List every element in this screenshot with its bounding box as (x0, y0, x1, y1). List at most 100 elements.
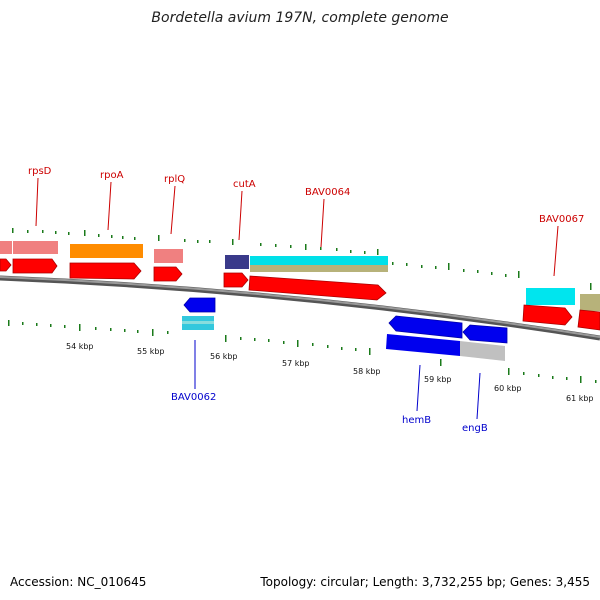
cds-arrow-rplQ[interactable] (153, 266, 183, 282)
cds-arrow-cutA[interactable] (223, 272, 249, 288)
tick-mark (435, 266, 437, 269)
tick-mark (27, 230, 29, 233)
cds-arrow-rpsD[interactable] (12, 258, 58, 274)
gene-label-engB[interactable]: engB (462, 423, 488, 434)
tick-mark (320, 247, 322, 250)
tick-mark (64, 325, 66, 328)
tick-mark (448, 263, 450, 270)
kbp-label: 59 kbp (424, 375, 452, 384)
cds-arrow-BAV0067[interactable] (522, 304, 573, 326)
gene-feature-BAV0064-olive[interactable] (250, 265, 388, 272)
gene-label-BAV0064[interactable]: BAV0064 (305, 187, 350, 198)
tick-mark (260, 243, 262, 246)
kbp-label: 55 kbp (137, 347, 165, 356)
kbp-label: 58 kbp (353, 367, 381, 376)
tick-mark (566, 377, 568, 380)
tick-mark (538, 374, 540, 377)
forward-tick-row (12, 228, 592, 290)
tick-mark (8, 320, 10, 326)
cds-arrow-BAV0064[interactable] (248, 275, 387, 301)
gene-label-BAV0062[interactable]: BAV0062 (171, 392, 216, 403)
gene-label-BAV0067[interactable]: BAV0067 (539, 214, 584, 225)
genome-backbone (0, 275, 600, 341)
tick-mark (240, 337, 242, 340)
leader-line-rpoA (107, 181, 112, 231)
tick-mark (232, 239, 234, 245)
tick-mark (350, 250, 352, 253)
tick-mark (98, 234, 100, 237)
forward-cds-arrows (0, 258, 600, 331)
tick-mark (440, 359, 442, 366)
gene-feature-engB[interactable] (460, 341, 505, 361)
tick-mark (36, 323, 38, 326)
cds-arrow-rpsD-partial[interactable] (0, 258, 12, 272)
tick-mark (312, 343, 314, 346)
kbp-label: 54 kbp (66, 342, 94, 351)
accession-text: Accession: NC_010645 (10, 575, 147, 589)
gene-feature-BAV0067[interactable] (526, 288, 575, 305)
tick-mark (369, 348, 371, 355)
gene-feature-hemB[interactable] (386, 334, 460, 356)
tick-mark (84, 230, 86, 236)
tick-mark (341, 347, 343, 350)
tick-mark (50, 324, 52, 327)
gene-label-rpsD[interactable]: rpsD (28, 166, 52, 177)
tick-mark (152, 329, 154, 336)
gene-label-hemB[interactable]: hemB (402, 415, 431, 426)
tick-mark (122, 236, 124, 239)
cds-arrow-engB[interactable] (462, 324, 508, 344)
kbp-label: 61 kbp (566, 394, 594, 403)
gene-label-cutA[interactable]: cutA (233, 179, 256, 190)
tick-mark (297, 340, 299, 347)
tick-mark (167, 331, 169, 334)
gene-feature-rplQ[interactable] (154, 249, 183, 263)
tick-mark (336, 248, 338, 251)
leader-line-rplQ (170, 185, 176, 235)
genome-backbone-highlight (0, 276, 600, 338)
tick-mark (392, 262, 394, 265)
tick-mark (477, 270, 479, 273)
tick-mark (68, 232, 70, 235)
label-leader-lines (35, 177, 559, 420)
cds-arrow-hemB[interactable] (388, 315, 463, 339)
kbp-label: 57 kbp (282, 359, 310, 368)
gene-feature-rpoA[interactable] (70, 244, 143, 258)
tick-mark (124, 329, 126, 332)
tick-mark (110, 328, 112, 331)
gene-feature-rpsD-partial[interactable] (0, 241, 12, 254)
gene-feature-BAV0064-cyan[interactable] (250, 256, 388, 265)
tick-mark (463, 269, 465, 272)
gene-label-rplQ[interactable]: rplQ (164, 174, 185, 185)
gene-label-rpoA[interactable]: rpoA (100, 170, 124, 181)
tick-mark (595, 380, 597, 383)
gene-feature-next-olive[interactable] (580, 294, 600, 311)
tick-mark (12, 228, 14, 233)
tick-mark (327, 345, 329, 348)
leader-line-BAV0064 (320, 198, 325, 248)
gene-feature-cutA[interactable] (225, 255, 249, 269)
gene-feature-rpsD[interactable] (13, 241, 58, 254)
tick-mark (79, 324, 81, 331)
cds-arrow-BAV0062[interactable] (183, 297, 216, 313)
tick-mark (134, 237, 136, 240)
gene-feature-BAV0062-stripe[interactable] (182, 321, 214, 324)
tick-mark (275, 244, 277, 247)
tick-mark (184, 239, 186, 242)
tick-mark (158, 235, 160, 241)
tick-mark (55, 231, 57, 234)
cds-arrow-next[interactable] (577, 309, 600, 331)
leader-line-engB (476, 372, 481, 420)
tick-mark (491, 272, 493, 275)
tick-mark (364, 251, 366, 254)
reverse-tick-row (8, 320, 597, 383)
forward-gene-features (0, 241, 600, 311)
tick-mark (22, 322, 24, 325)
tick-mark (377, 249, 379, 255)
tick-mark (505, 274, 507, 277)
leader-line-hemB (416, 364, 421, 412)
leader-line-cutA (238, 190, 243, 241)
cds-arrow-rpoA[interactable] (69, 262, 142, 280)
tick-mark (508, 368, 510, 375)
